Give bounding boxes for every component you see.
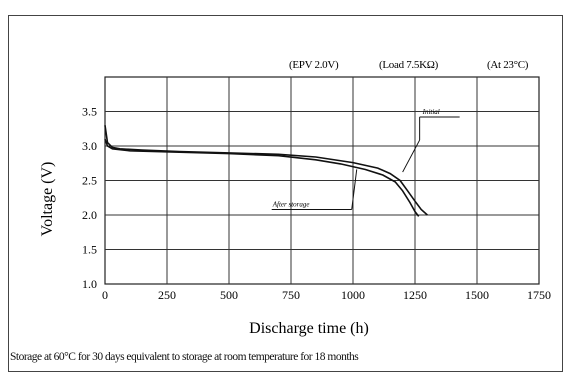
series-lines	[104, 125, 428, 217]
x-tick-label: 500	[220, 288, 238, 302]
y-tick-labels: 1.0 1.5 2.0 2.5 3.0 3.5	[82, 105, 97, 292]
footnote: Storage at 60°C for 30 days equivalent t…	[10, 351, 359, 363]
condition-epv: (EPV 2.0V)	[289, 59, 339, 71]
x-tick-label: 250	[158, 288, 176, 302]
y-tick-label: 3.0	[82, 139, 97, 153]
x-tick-label: 1000	[341, 288, 365, 302]
annotations: Initial After storage	[271, 108, 460, 210]
grid-lines	[104, 76, 540, 285]
series-line-after-storage	[104, 138, 420, 217]
x-tick-label: 0	[102, 288, 108, 302]
chart-frame: (EPV 2.0V) (Load 7.5KΩ) (At 23°C) 1.0 1.5…	[8, 15, 563, 372]
discharge-chart: (EPV 2.0V) (Load 7.5KΩ) (At 23°C) 1.0 1.5…	[39, 59, 551, 337]
initial-leader	[402, 139, 421, 173]
x-tick-label: 1250	[403, 288, 427, 302]
x-tick-label: 750	[282, 288, 300, 302]
after-storage-leader	[351, 169, 358, 210]
after-storage-label: After storage	[272, 200, 310, 208]
y-tick-label: 3.5	[82, 105, 97, 119]
initial-label: Initial	[422, 108, 440, 116]
y-tick-label: 1.0	[82, 277, 97, 291]
x-tick-labels: 0 250 500 750 1000 1250 1500 1750	[102, 288, 551, 302]
x-axis-label: Discharge time (h)	[249, 320, 369, 337]
series-line-initial	[104, 125, 428, 216]
y-tick-label: 1.5	[82, 243, 97, 257]
y-tick-label: 2.5	[82, 174, 97, 188]
x-tick-label: 1750	[527, 288, 551, 302]
condition-temperature: (At 23°C)	[487, 59, 529, 71]
y-tick-label: 2.0	[82, 208, 97, 222]
x-tick-label: 1500	[465, 288, 489, 302]
condition-load: (Load 7.5KΩ)	[379, 59, 439, 71]
y-axis-label: Voltage (V)	[39, 162, 56, 237]
